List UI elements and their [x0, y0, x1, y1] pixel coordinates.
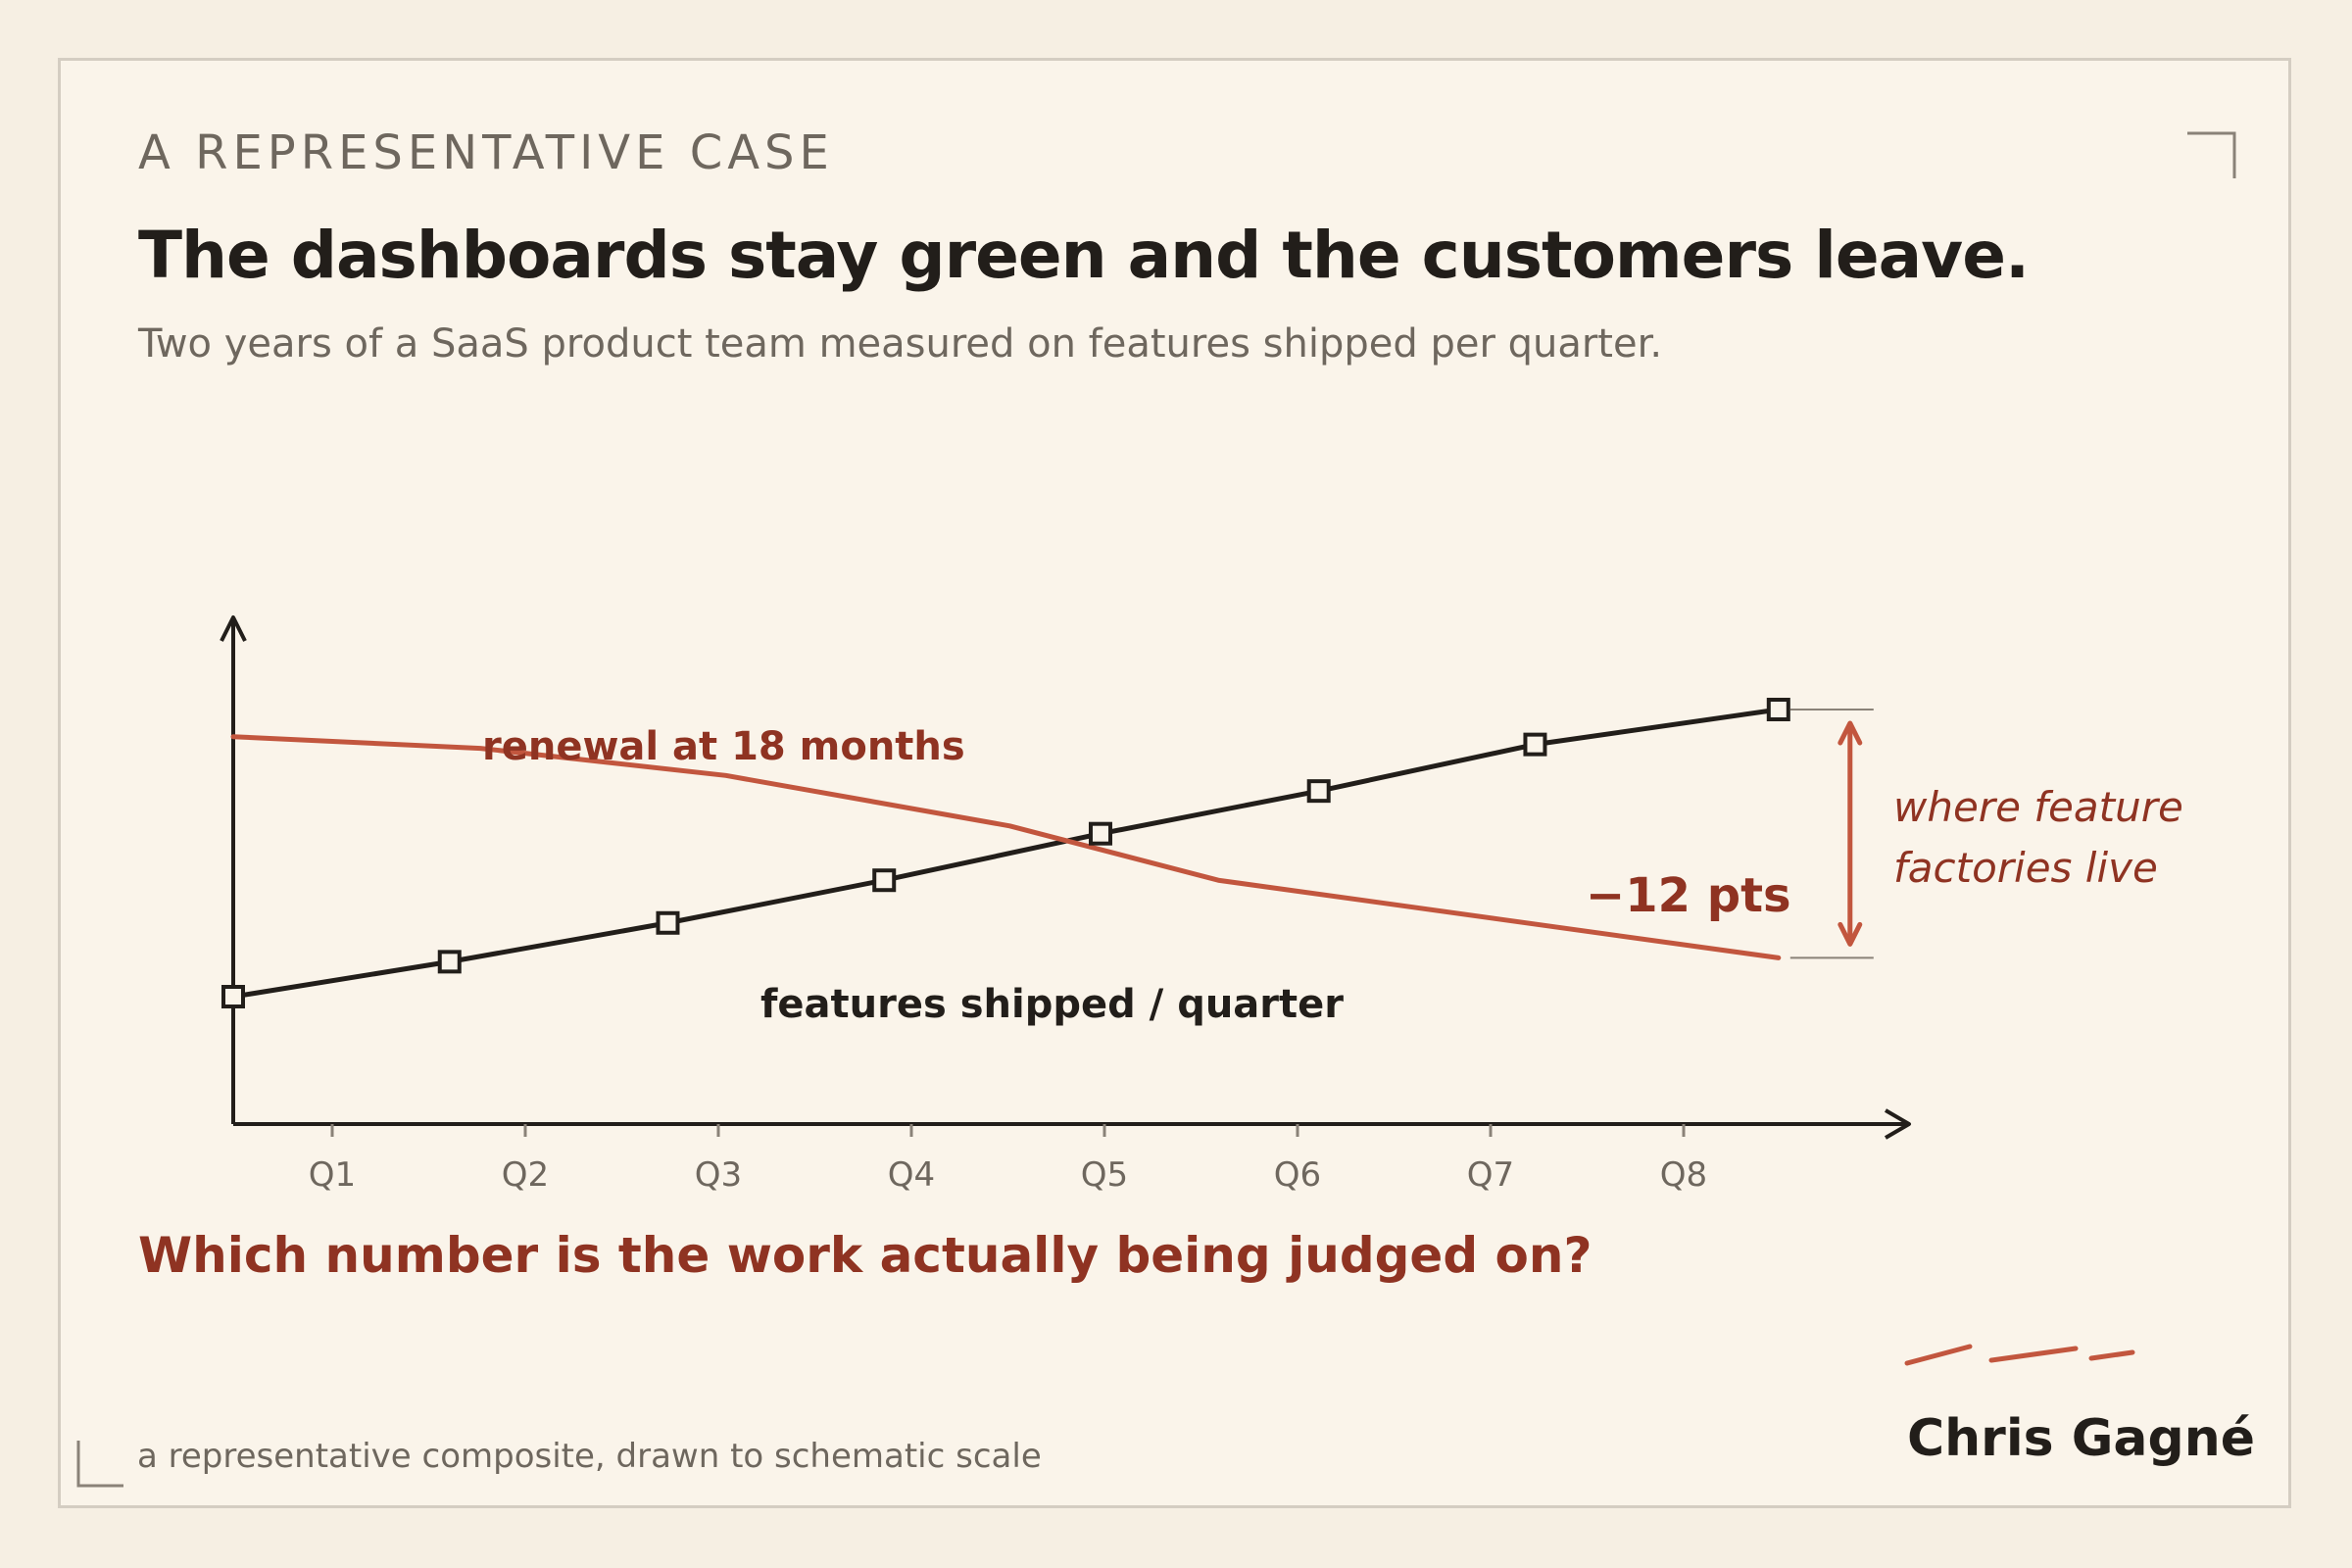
- annotation-note-line-2: factories live: [1893, 844, 2158, 892]
- corner-mark-top-right-icon: [2187, 131, 2236, 178]
- series-layer: [230, 707, 1782, 1000]
- series-line-features: [230, 707, 1782, 1000]
- signature-dash-2-icon: [1988, 1346, 2079, 1363]
- eyebrow-label: A REPRESENTATIVE CASE: [138, 125, 834, 180]
- closing-question: Which number is the work actually being …: [138, 1227, 1592, 1284]
- signature-dash-1-icon: [1904, 1344, 1973, 1366]
- footnote: a representative composite, drawn to sch…: [137, 1437, 1042, 1476]
- delta-arrow-up-icon: [1838, 720, 1863, 746]
- series-label-features: features shipped / quarter: [760, 982, 1344, 1027]
- author-name: Chris Gagné: [1907, 1409, 2255, 1468]
- marker-layer: [221, 698, 1790, 1008]
- features-point-4: [872, 868, 897, 893]
- features-point-5: [1088, 821, 1112, 846]
- features-point-7: [1523, 732, 1547, 757]
- features-point-8: [1766, 698, 1790, 721]
- features-point-6: [1306, 779, 1331, 804]
- features-point-1: [221, 985, 245, 1008]
- series-label-renewal: renewal at 18 months: [482, 724, 965, 769]
- x-ticks: Q1 Q2 Q3 Q4 Q5 Q6 Q7 Q8: [309, 1124, 1707, 1195]
- signature-dash-3-icon: [2088, 1349, 2135, 1361]
- page-title: The dashboards stay green and the custom…: [138, 218, 2030, 293]
- x-tick-label-q2: Q2: [502, 1155, 549, 1195]
- card-frame: [58, 58, 2291, 1508]
- page-subtitle: Two years of a SaaS product team measure…: [138, 321, 1663, 367]
- x-tick-label-q6: Q6: [1274, 1155, 1321, 1195]
- features-point-3: [656, 910, 680, 935]
- features-point-2: [437, 950, 462, 974]
- corner-mark-bottom-left-icon: [76, 1441, 123, 1488]
- x-tick-label-q3: Q3: [695, 1155, 742, 1195]
- x-axis-arrow-icon: [1884, 1108, 1911, 1140]
- x-tick-label-q8: Q8: [1660, 1155, 1707, 1195]
- x-tick-label-q7: Q7: [1467, 1155, 1514, 1195]
- annotation-note-line-1: where feature: [1893, 783, 2183, 831]
- delta-arrow-down-icon: [1838, 921, 1863, 947]
- x-axis: [233, 1108, 1911, 1140]
- x-tick-label-q4: Q4: [888, 1155, 935, 1195]
- series-line-renewal: [230, 734, 1782, 960]
- y-axis: [220, 615, 247, 1124]
- y-axis-arrow-icon: [220, 615, 247, 642]
- x-tick-label-q5: Q5: [1081, 1155, 1128, 1195]
- delta-annotation: [1789, 709, 1874, 959]
- delta-value-label: −12 pts: [1586, 868, 1791, 923]
- x-tick-label-q1: Q1: [309, 1155, 356, 1195]
